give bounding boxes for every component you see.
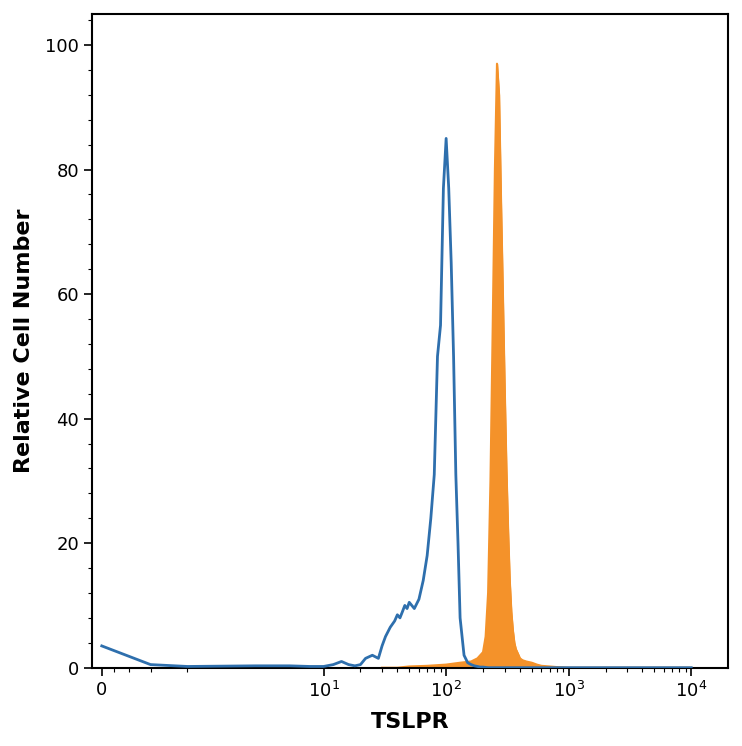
Y-axis label: Relative Cell Number: Relative Cell Number: [14, 209, 34, 473]
X-axis label: TSLPR: TSLPR: [371, 712, 450, 732]
